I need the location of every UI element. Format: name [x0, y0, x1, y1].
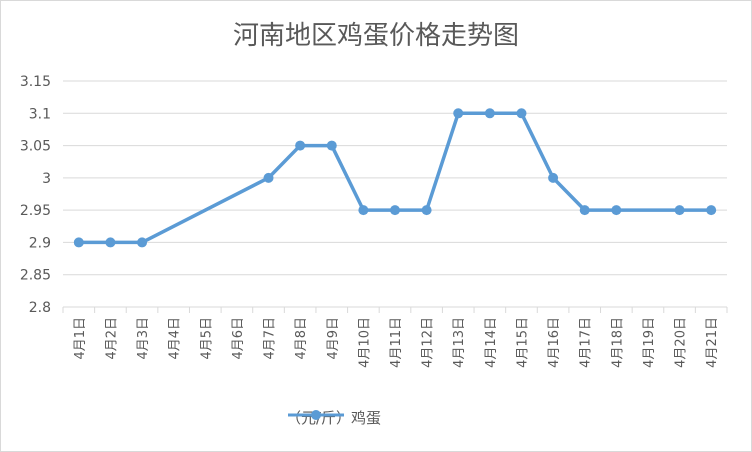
x-tick-label: 4月14日	[484, 317, 499, 368]
x-tick-label: 4月8日	[294, 317, 309, 360]
y-tick-label: 2.8	[29, 300, 51, 316]
data-point	[611, 205, 622, 216]
x-tick-label: 4月4日	[168, 317, 183, 360]
y-tick-label: 3	[42, 171, 51, 187]
chart-title: 河南地区鸡蛋价格走势图	[232, 21, 519, 51]
x-tick-label: 4月17日	[579, 317, 594, 368]
x-tick-label: 4月12日	[421, 317, 436, 368]
x-tick-label: 4月11日	[389, 317, 404, 368]
x-tick-label: 4月13日	[452, 317, 467, 368]
legend: （元/斤）鸡蛋	[286, 407, 381, 428]
y-tick-label: 2.95	[20, 203, 51, 219]
data-point	[358, 205, 369, 216]
data-point	[137, 237, 148, 248]
data-point	[706, 205, 717, 216]
x-tick-label: 4月15日	[515, 317, 530, 368]
data-point	[73, 237, 84, 248]
x-tick-label: 4月18日	[610, 317, 625, 368]
data-point	[263, 172, 274, 183]
x-tick-label: 4月3日	[136, 317, 151, 360]
x-tick-label: 4月16日	[547, 317, 562, 368]
y-tick-label: 3.1	[29, 106, 51, 122]
data-point	[326, 140, 337, 151]
x-tick-label: 4月20日	[674, 317, 689, 368]
x-tick-label: 4月7日	[263, 317, 278, 360]
x-tick-label: 4月10日	[357, 317, 372, 368]
y-tick-label: 3.05	[20, 139, 51, 155]
data-point	[421, 205, 432, 216]
x-tick-label: 4月5日	[199, 317, 214, 360]
x-tick-label: 4月9日	[326, 317, 341, 360]
data-point	[674, 205, 685, 216]
y-tick-label: 2.9	[29, 235, 51, 251]
data-point	[484, 108, 495, 119]
x-tick-label: 4月21日	[705, 317, 720, 368]
data-point	[516, 108, 527, 119]
data-point	[390, 205, 400, 216]
data-point	[579, 205, 590, 216]
legend-marker	[288, 410, 344, 420]
data-point	[548, 172, 559, 183]
x-tick-label: 4月2日	[104, 317, 119, 360]
x-tick-label: 4月6日	[231, 317, 246, 360]
x-tick-label: 4月1日	[73, 317, 88, 360]
data-point	[295, 140, 306, 151]
x-tick-label: 4月19日	[642, 317, 657, 368]
data-point	[105, 237, 116, 248]
data-point	[453, 108, 464, 119]
y-tick-label: 2.85	[20, 268, 51, 284]
y-tick-label: 3.15	[20, 74, 51, 90]
